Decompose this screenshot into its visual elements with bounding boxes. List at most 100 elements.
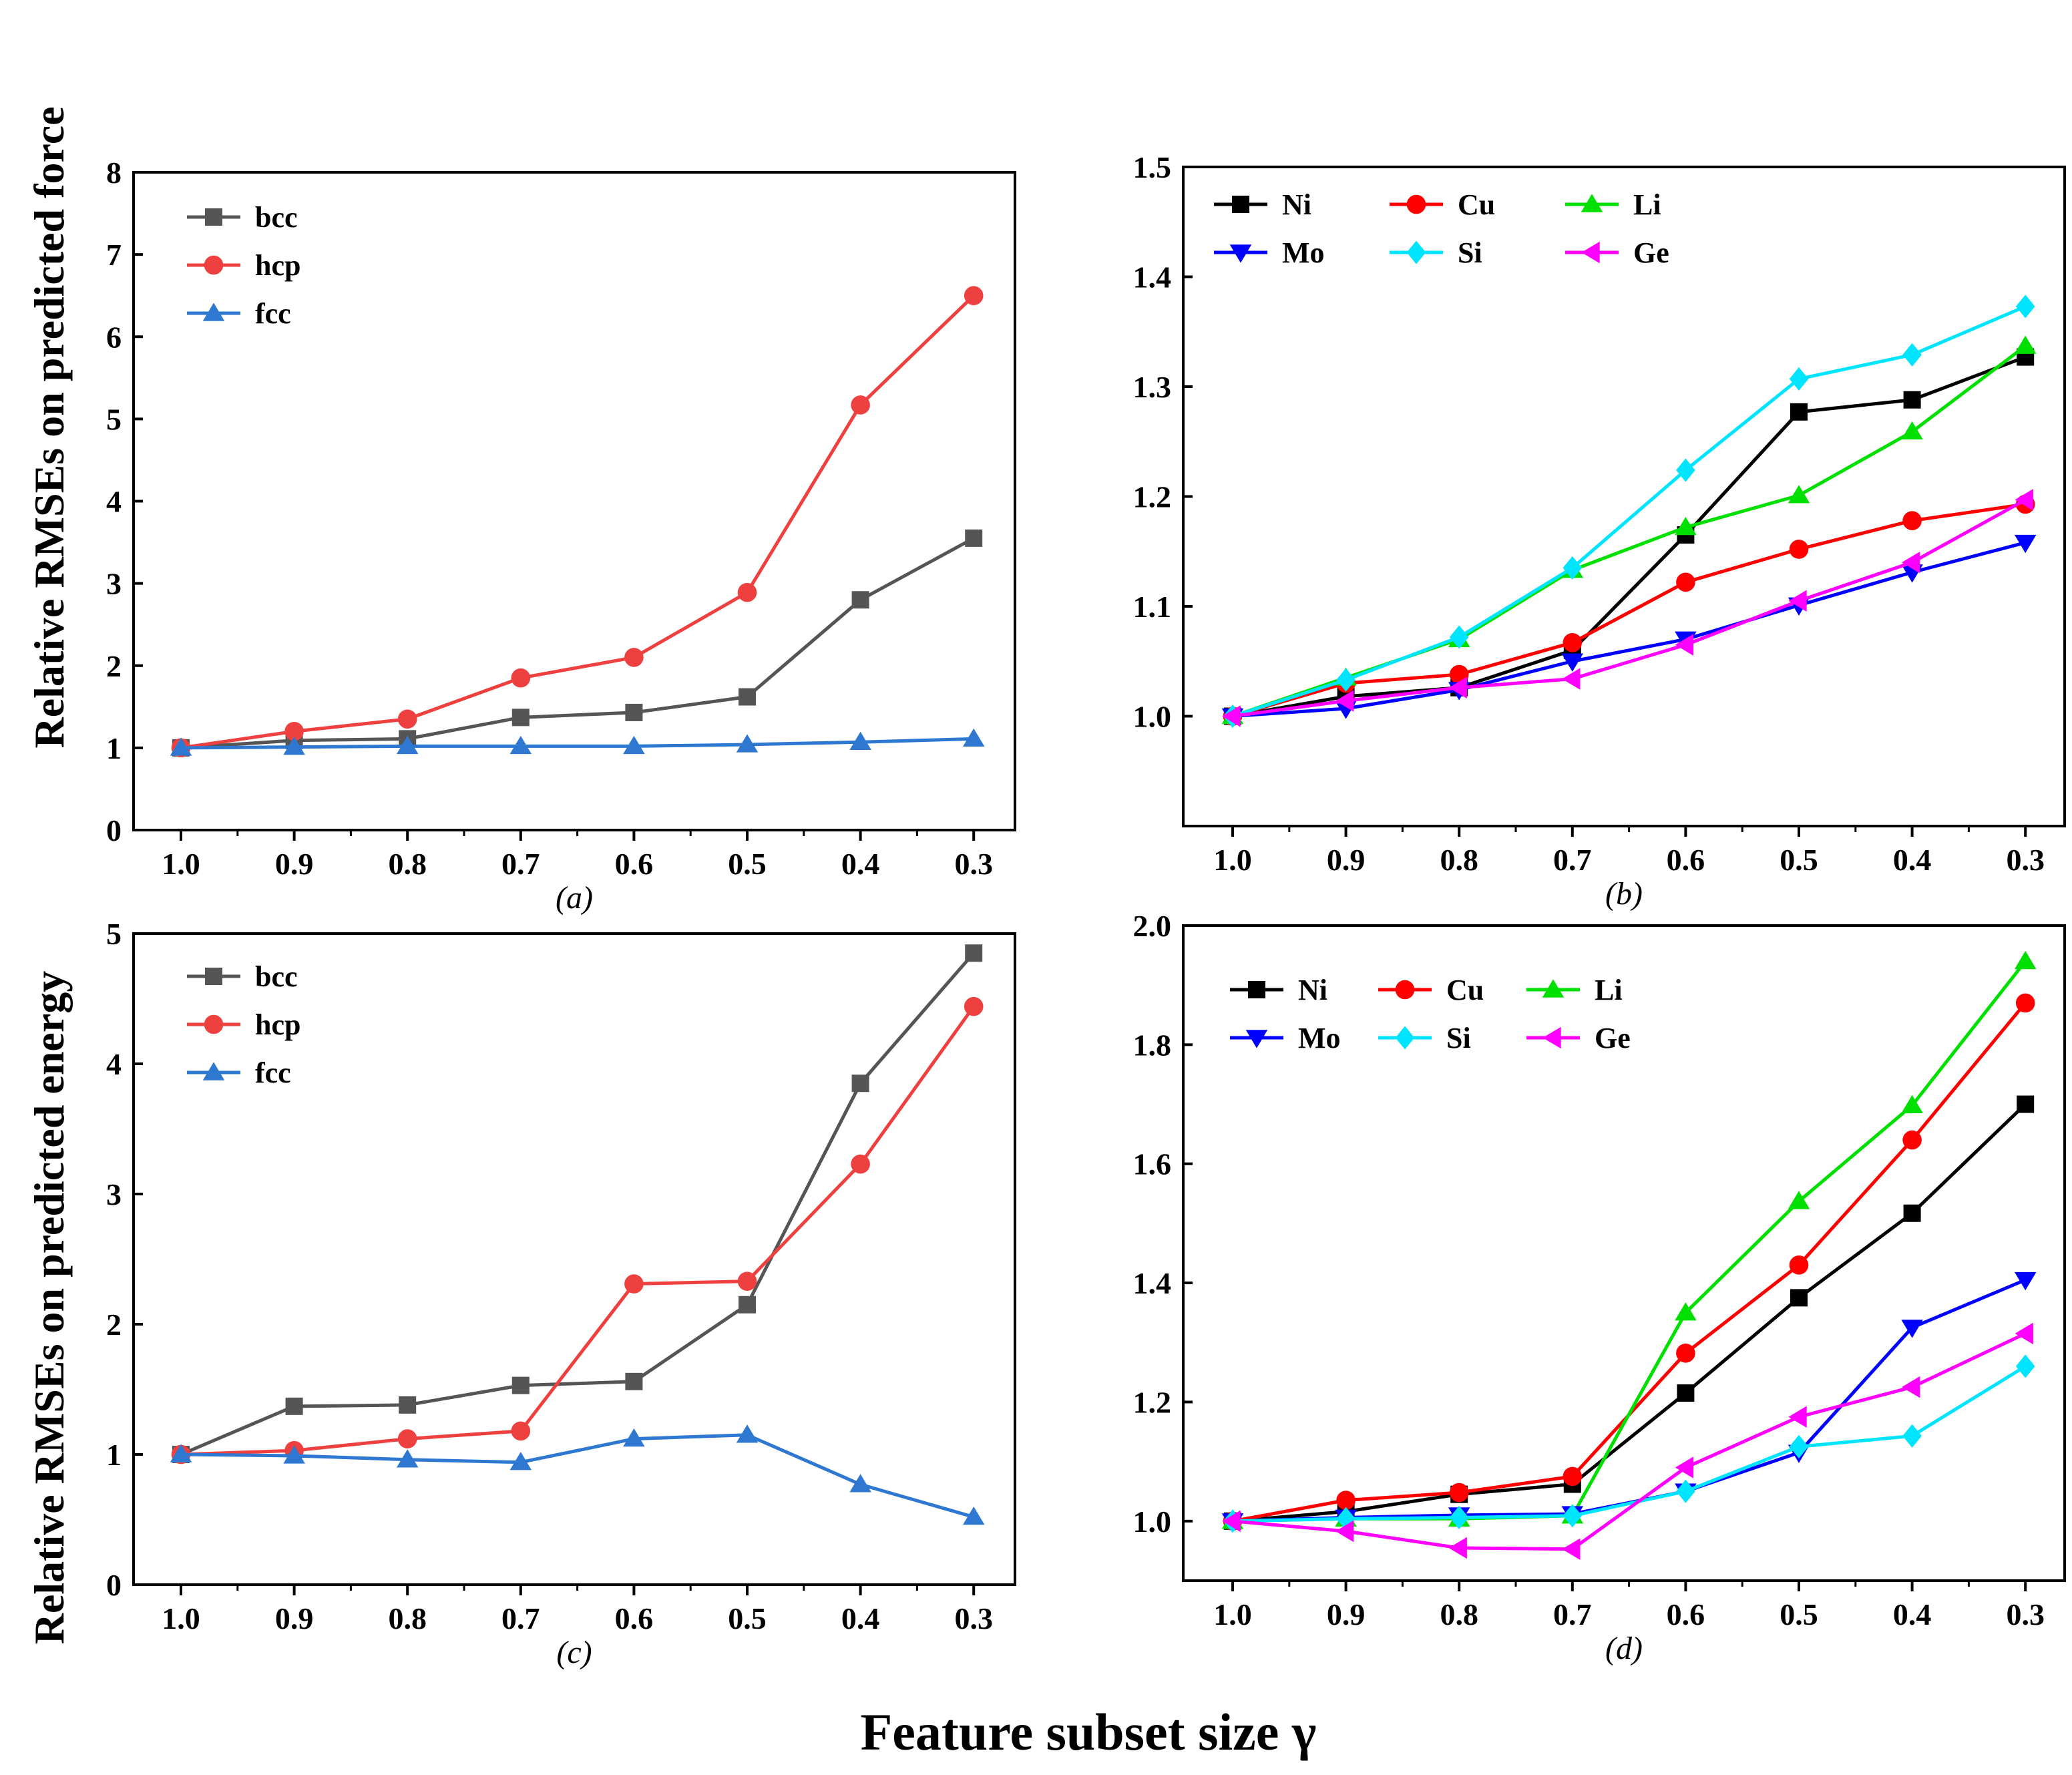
y-tick-label: 6 [106, 320, 122, 354]
legend-label-Ni: Ni [1298, 974, 1327, 1006]
x-tick-label: 0.4 [1893, 843, 1932, 877]
x-tick-label: 0.6 [615, 847, 654, 881]
data-point-hcp [964, 286, 984, 305]
legend-label-hcp: hcp [255, 249, 300, 282]
series-line-Ge [1232, 498, 2027, 718]
data-point-hcp [397, 709, 417, 729]
data-point-Si [1789, 367, 1809, 391]
data-point-bcc [851, 591, 869, 609]
series-line-hcp [180, 294, 975, 750]
data-point-Mo [2014, 534, 2037, 554]
data-point-hcp [964, 996, 984, 1016]
data-point-fcc [509, 735, 532, 755]
data-point-Si [1676, 458, 1695, 482]
data-point-Si [1563, 1504, 1583, 1528]
data-point-Ge [1335, 1520, 1354, 1543]
data-point-Ni [2017, 1095, 2035, 1113]
data-point-Cu [1563, 632, 1583, 652]
legend-label-bcc: bcc [255, 960, 298, 993]
legend-marker-Ni [1232, 196, 1249, 213]
data-point-Ge [1335, 690, 1354, 712]
data-point-hcp [397, 1429, 417, 1448]
legend-marker-hcp [204, 1014, 224, 1034]
y-tick-label: 7 [106, 238, 122, 272]
y-tick-label: 1.8 [1133, 1028, 1172, 1062]
series-line-Cu [1232, 502, 2026, 718]
legend-label-Ge: Ge [1633, 236, 1669, 269]
x-tick-label: 0.8 [1440, 1597, 1478, 1631]
data-point-Cu [1789, 1255, 1809, 1275]
x-tick-label: 0.8 [1440, 843, 1478, 877]
data-point-Cu [1336, 1491, 1356, 1510]
y-tick-label: 2.0 [1133, 909, 1172, 943]
data-point-Ge [2015, 489, 2033, 511]
data-point-Cu [1676, 1344, 1695, 1363]
legend-label-bcc: bcc [255, 201, 298, 234]
legend-marker-Si [1395, 1026, 1415, 1050]
data-point-Ni [1790, 1289, 1808, 1307]
data-point-fcc [283, 737, 305, 755]
series-line-Cu [1232, 1002, 2027, 1523]
series-line-fcc [180, 737, 974, 750]
data-point-Cu [1902, 1130, 1922, 1150]
series-line-Mo [1232, 1278, 2027, 1523]
data-point-Si [1563, 556, 1583, 580]
legend-marker-hcp [204, 255, 224, 275]
data-point-fcc [396, 735, 419, 755]
data-point-hcp [851, 1154, 870, 1174]
data-point-Ge [1902, 1376, 1920, 1398]
legend-label-Mo: Mo [1282, 236, 1325, 269]
data-point-Cu [1676, 572, 1695, 592]
y-tick-label: 1.2 [1133, 480, 1172, 514]
series-line-hcp [180, 1005, 976, 1456]
panel-label: (c) [556, 1635, 592, 1670]
data-point-Ge [1448, 676, 1467, 699]
panel-a: 0 1 2 3 4 5 6 7 8 1.0 0.9 0.8 0.7 0.6 0.5 0.4 0.3 (a) bcc h… [106, 156, 1016, 916]
legend-label-Ni: Ni [1282, 188, 1311, 221]
data-point-hcp [851, 395, 870, 415]
x-tick-label: 0.9 [1327, 1597, 1366, 1631]
legend-label-Mo: Mo [1298, 1022, 1341, 1054]
data-point-fcc [623, 1428, 645, 1447]
legend-marker-Mo [1245, 1030, 1268, 1048]
data-point-Li [1901, 1095, 1923, 1114]
data-point-fcc [623, 735, 645, 755]
x-tick-label: 0.8 [388, 847, 427, 881]
data-point-hcp [511, 1421, 531, 1441]
data-point-Si [1676, 1479, 1695, 1503]
series-line-Ni [1232, 1103, 2027, 1523]
legend-marker-Li [1581, 194, 1603, 212]
panel-b: 1.0 1.1 1.2 1.3 1.4 1.5 1.0 0.9 0.8 0.7 0.6 0.5 0.4 0… [1133, 150, 2066, 912]
y-tick-label: 2 [106, 649, 122, 683]
data-point-Li [1788, 1191, 1810, 1209]
data-point-fcc [396, 1449, 419, 1468]
x-tick-label: 1.0 [1213, 843, 1252, 877]
y-tick-label: 1.5 [1133, 150, 1172, 184]
data-point-Ge [1562, 668, 1581, 690]
plot-frame [1182, 924, 2066, 1582]
data-point-hcp [511, 668, 531, 688]
panel-c: 0 1 2 3 4 5 1.0 0.9 0.8 0.7 0.6 0.5 0.4 0.3 (c) bcc hcp f… [106, 917, 1016, 1670]
data-point-Ge [1222, 1510, 1241, 1533]
legend-label-Cu: Cu [1446, 974, 1484, 1006]
data-point-fcc [849, 731, 871, 750]
data-point-Ni [1903, 391, 1921, 409]
data-point-Ge [1562, 1538, 1581, 1560]
data-point-bcc [965, 529, 983, 547]
x-tick-label: 0.3 [2006, 843, 2045, 877]
data-point-Ge [1788, 590, 1807, 612]
data-point-bcc [625, 703, 643, 721]
data-point-hcp [624, 648, 644, 667]
data-point-Si [1449, 1505, 1469, 1530]
data-point-Si [1902, 1424, 1922, 1448]
data-point-fcc [962, 1507, 985, 1525]
data-point-fcc [849, 1474, 871, 1493]
x-tick-label: 1.0 [1213, 1597, 1252, 1631]
x-tick-label: 0.5 [1780, 843, 1818, 877]
x-tick-label: 0.4 [841, 847, 880, 881]
data-point-Ge [2015, 1322, 2033, 1345]
panel-label: (b) [1605, 876, 1643, 912]
x-tick-label: 0.9 [275, 847, 314, 881]
panel-label: (d) [1605, 1631, 1643, 1666]
legend-label-Li: Li [1595, 974, 1623, 1006]
